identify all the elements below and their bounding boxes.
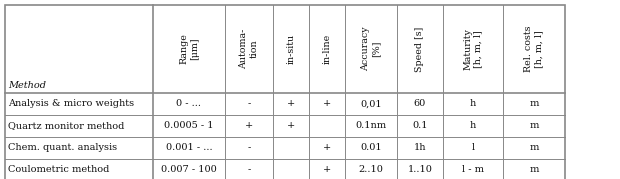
Text: m: m xyxy=(529,100,539,108)
Text: Method: Method xyxy=(8,81,46,90)
Text: Analysis & micro weights: Analysis & micro weights xyxy=(8,100,134,108)
Text: 0 - ...: 0 - ... xyxy=(177,100,202,108)
Text: Rel. costs
[h, m, l]: Rel. costs [h, m, l] xyxy=(525,26,544,72)
Text: Range
[μm]: Range [μm] xyxy=(179,34,198,64)
Text: l: l xyxy=(471,144,474,153)
Text: Quartz monitor method: Quartz monitor method xyxy=(8,122,125,130)
Text: in-line: in-line xyxy=(322,34,332,64)
Text: l - m: l - m xyxy=(462,166,484,175)
Text: +: + xyxy=(287,100,295,108)
Text: 0.01: 0.01 xyxy=(360,144,382,153)
Text: 0.0005 - 1: 0.0005 - 1 xyxy=(164,122,214,130)
Text: -: - xyxy=(247,144,250,153)
Text: -: - xyxy=(247,100,250,108)
Text: Automa-
tion: Automa- tion xyxy=(239,29,259,69)
Text: 60: 60 xyxy=(414,100,426,108)
Text: +: + xyxy=(323,144,331,153)
Text: m: m xyxy=(529,166,539,175)
Text: h: h xyxy=(470,122,476,130)
Text: 0.1: 0.1 xyxy=(412,122,428,130)
Text: m: m xyxy=(529,122,539,130)
Text: Maturity
[h, m, l]: Maturity [h, m, l] xyxy=(463,28,483,70)
Text: h: h xyxy=(470,100,476,108)
Text: +: + xyxy=(287,122,295,130)
Text: m: m xyxy=(529,144,539,153)
Text: +: + xyxy=(323,166,331,175)
Text: 0.001 - ...: 0.001 - ... xyxy=(166,144,212,153)
Text: 0,01: 0,01 xyxy=(360,100,382,108)
Text: 1..10: 1..10 xyxy=(407,166,432,175)
Text: Speed [s]: Speed [s] xyxy=(415,26,425,72)
Text: 2..10: 2..10 xyxy=(358,166,383,175)
Text: 1h: 1h xyxy=(414,144,427,153)
Text: Accuracy
[%]: Accuracy [%] xyxy=(361,27,381,71)
Text: +: + xyxy=(323,100,331,108)
Text: Chem. quant. analysis: Chem. quant. analysis xyxy=(8,144,117,153)
Text: +: + xyxy=(245,122,253,130)
Text: 0.007 - 100: 0.007 - 100 xyxy=(161,166,217,175)
Text: -: - xyxy=(247,166,250,175)
Text: Coulometric method: Coulometric method xyxy=(8,166,109,175)
Text: 0.1nm: 0.1nm xyxy=(355,122,386,130)
Text: in-situ: in-situ xyxy=(286,34,296,64)
